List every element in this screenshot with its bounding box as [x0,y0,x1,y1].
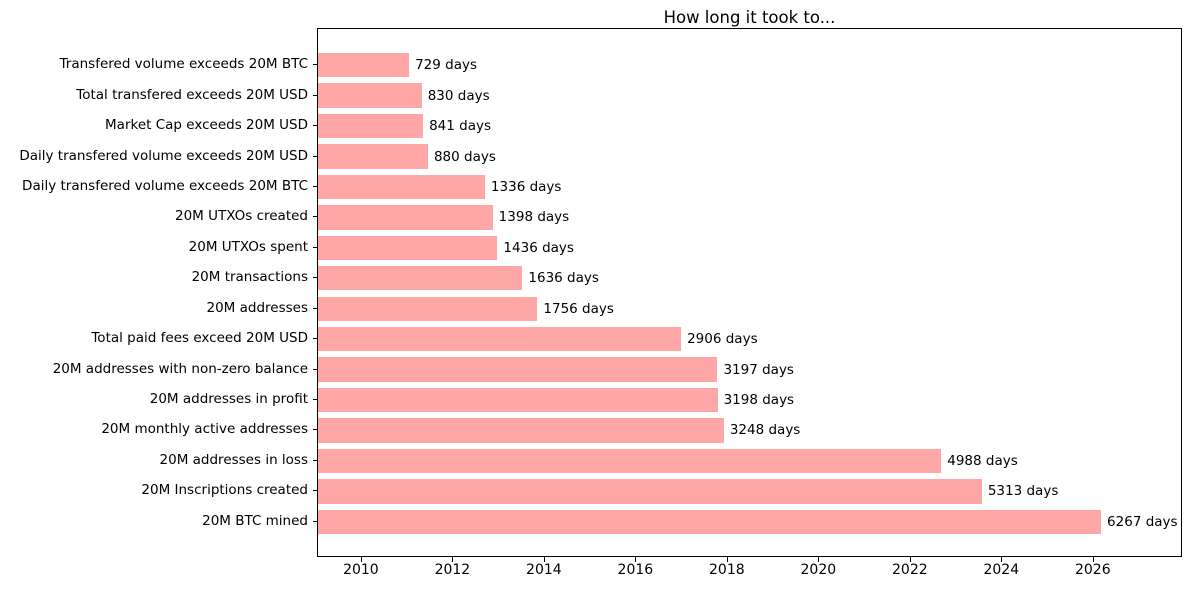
x-tick-label: 2020 [800,562,837,578]
bar-8 [318,296,538,321]
bar-value-label: 3198 days [723,392,795,409]
x-tick-label: 2010 [343,562,379,578]
bar-7 [318,266,523,291]
bar-value-label: 1336 days [490,178,562,195]
y-tick [313,216,317,218]
y-tick [313,429,317,431]
x-tick-label: 2026 [1074,562,1111,578]
x-tick [726,557,728,562]
bar-6 [318,235,498,260]
bar-value-label: 4988 days [947,452,1018,469]
y-axis-label: 20M monthly active addresses [101,421,308,438]
y-axis-label: 20M addresses with non-zero balance [52,360,308,377]
y-tick [313,94,317,96]
y-axis-label: Daily transfered volume exceeds 20M BTC [22,177,308,194]
bar-value-label: 3248 days [729,422,801,439]
x-tick [452,557,454,562]
x-tick-label: 2012 [434,562,471,578]
y-axis-label: 20M BTC mined [202,512,308,529]
y-axis-label: 20M addresses [206,299,309,316]
y-tick [313,155,317,157]
x-tick [818,557,820,562]
bar-value-label: 841 days [429,118,492,135]
bar-12 [318,418,724,443]
bar-5 [318,205,493,230]
plot-area: 729 days 830 days 841 days 880 days 1336 day… [317,28,1182,557]
y-axis-label: Market Cap exceeds 20M USD [105,117,308,134]
y-tick [313,125,317,127]
y-axis-label: 20M addresses in profit [149,391,308,408]
bar-11 [318,387,718,413]
bar-value-label: 5313 days [987,483,1059,500]
bar-9 [318,326,682,352]
x-tick [635,557,637,562]
y-tick [313,246,317,248]
y-axis-label: 20M addresses in loss [159,451,308,468]
bar-value-label: 1398 days [498,209,570,226]
y-tick [313,64,317,66]
bar-value-label: 3197 days [723,361,794,378]
bar-3 [318,144,428,169]
y-tick [313,368,317,370]
y-axis-label: Daily transfered volume exceeds 20M USD [19,147,308,164]
x-tick [1092,557,1094,562]
y-axis-label: Transfered volume exceeds 20M BTC [59,56,308,73]
y-tick [313,338,317,340]
y-tick [313,520,317,522]
y-axis-label: 20M transactions [191,269,308,286]
x-tick [1001,557,1003,562]
bar-value-label: 1436 days [503,239,574,256]
bar-2 [318,113,424,139]
bar-14 [318,479,982,504]
x-tick [543,557,545,562]
y-tick [313,185,317,187]
bar-value-label: 6267 days [1107,513,1178,530]
y-tick [313,307,317,309]
x-tick [909,557,911,562]
y-axis-label: Total transfered exceeds 20M USD [76,86,308,103]
x-tick-label: 2014 [526,562,562,578]
x-tick-label: 2024 [983,562,1020,578]
bar-10 [318,357,718,382]
bar-value-label: 830 days [427,87,490,104]
bar-value-label: 729 days [415,57,478,74]
y-tick [313,399,317,401]
bar-value-label: 1756 days [543,300,614,317]
bar-4 [318,174,485,200]
y-axis-label: Total paid fees exceed 20M USD [91,330,308,347]
bar-0 [318,53,410,78]
bar-13 [318,448,942,474]
y-axis-label: 20M UTXOs spent [188,238,308,255]
y-tick [313,490,317,492]
bar-value-label: 2906 days [687,331,758,348]
bar-value-label: 880 days [433,148,496,165]
bar-1 [318,83,422,108]
x-tick-label: 2016 [617,562,654,578]
x-tick-label: 2022 [892,562,928,578]
chart-title: How long it took to... [663,8,836,27]
bar-value-label: 1636 days [528,270,599,287]
y-axis-label: 20M UTXOs created [174,208,308,225]
y-tick [313,459,317,461]
x-tick [360,557,362,562]
bar-15 [318,509,1102,534]
y-tick [313,277,317,279]
y-axis-label: 20M Inscriptions created [141,482,308,499]
x-tick-label: 2018 [709,562,745,578]
